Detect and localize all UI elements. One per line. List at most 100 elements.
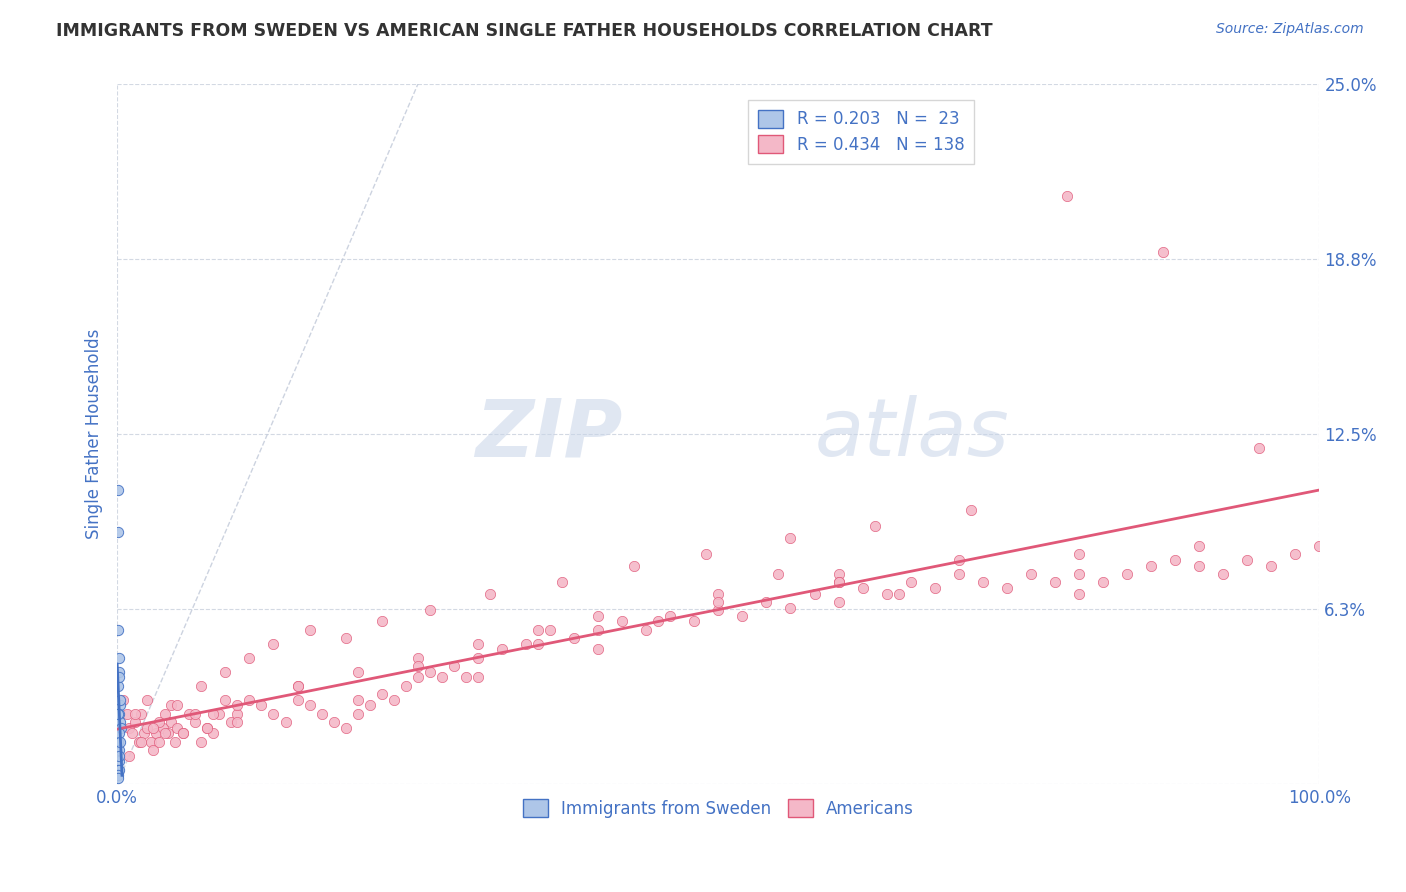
Point [359,698,381,713]
Point [1067,566,1090,581]
Point [924,581,946,595]
Point [827,595,849,609]
Point [155,726,177,740]
Point [107,763,129,777]
Y-axis label: Single Father Households: Single Father Households [86,329,103,540]
Point [1212,566,1234,581]
Point [107,483,129,497]
Point [346,665,368,679]
Point [430,670,453,684]
Point [166,698,188,713]
Point [586,608,609,623]
Point [1164,553,1187,567]
Point [155,706,177,721]
Point [370,615,392,629]
Point [129,735,152,749]
Text: atlas: atlas [814,395,1010,473]
Text: IMMIGRANTS FROM SWEDEN VS AMERICAN SINGLE FATHER HOUSEHOLDS CORRELATION CHART: IMMIGRANTS FROM SWEDEN VS AMERICAN SINGL… [56,22,993,40]
Point [195,721,218,735]
Text: Source: ZipAtlas.com: Source: ZipAtlas.com [1216,22,1364,37]
Point [538,623,561,637]
Point [887,586,910,600]
Point [107,743,129,757]
Point [263,706,285,721]
Point [1260,558,1282,573]
Point [214,693,236,707]
Point [335,632,357,646]
Point [1140,558,1163,573]
Point [335,721,357,735]
Point [707,595,730,609]
Point [491,642,513,657]
Point [274,715,297,730]
Point [1067,586,1090,600]
Point [586,623,609,637]
Point [419,603,441,617]
Point [226,706,249,721]
Point [346,693,368,707]
Point [562,632,585,646]
Point [311,706,333,721]
Point [1043,575,1066,590]
Point [142,743,165,757]
Point [287,679,309,693]
Point [454,670,477,684]
Point [1067,547,1090,561]
Point [406,670,429,684]
Point [298,698,321,713]
Point [107,524,129,539]
Point [107,748,129,763]
Point [195,721,218,735]
Point [827,575,849,590]
Point [863,519,886,533]
Point [551,575,574,590]
Point [467,637,489,651]
Point [1092,575,1115,590]
Point [226,715,249,730]
Point [160,698,183,713]
Point [972,575,994,590]
Point [108,698,131,713]
Point [467,670,489,684]
Point [163,735,186,749]
Point [118,748,141,763]
Point [129,706,152,721]
Point [115,706,138,721]
Point [683,615,706,629]
Point [108,755,131,769]
Point [827,566,849,581]
Point [172,726,194,740]
Point [184,715,207,730]
Point [190,735,212,749]
Point [695,547,717,561]
Point [108,735,131,749]
Point [263,637,285,651]
Point [108,665,131,679]
Point [108,763,131,777]
Point [647,615,669,629]
Point [238,651,260,665]
Point [478,586,501,600]
Point [803,586,825,600]
Point [208,706,231,721]
Point [107,771,129,785]
Point [406,659,429,673]
Point [139,735,162,749]
Point [136,721,159,735]
Point [108,706,131,721]
Point [124,715,146,730]
Point [156,726,179,740]
Point [1019,566,1042,581]
Legend: Immigrants from Sweden, Americans: Immigrants from Sweden, Americans [516,792,921,824]
Point [948,566,970,581]
Point [202,706,225,721]
Point [382,693,405,707]
Point [160,715,183,730]
Point [467,651,489,665]
Point [287,693,309,707]
Point [108,670,131,684]
Point [1188,539,1211,553]
Point [287,679,309,693]
Point [322,715,344,730]
Point [1284,547,1306,561]
